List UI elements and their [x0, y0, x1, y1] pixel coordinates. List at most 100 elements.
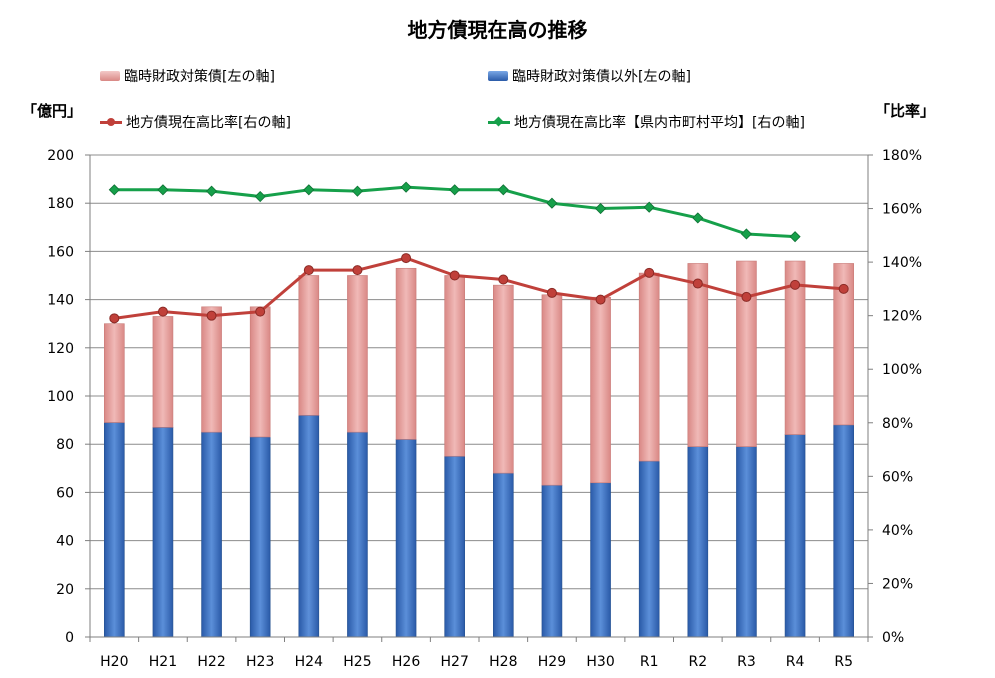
bar-other: [152, 427, 174, 638]
bar-rinzai: [638, 272, 660, 462]
bar-rinzai: [444, 275, 465, 457]
right-tick-label: 60%: [882, 469, 913, 485]
right-tick-label: 20%: [882, 576, 913, 592]
right-tick-label: 40%: [882, 523, 913, 539]
right-tick-label: 160%: [882, 202, 922, 218]
left-tick-label: 80: [56, 437, 74, 453]
x-tick-label: R1: [640, 654, 659, 670]
x-tick-label: R5: [834, 654, 853, 670]
x-tick-label: H25: [343, 654, 371, 670]
average-ratio-point: [497, 184, 509, 196]
legend-swatch-other: [488, 71, 508, 81]
bar-other: [541, 484, 563, 638]
ratio-point: [352, 265, 363, 276]
x-tick-label: H26: [392, 654, 420, 670]
average-ratio-point: [205, 185, 218, 197]
x-tick-label: R4: [786, 654, 805, 670]
bar-other: [347, 431, 368, 638]
bar-rinzai: [298, 275, 320, 416]
average-ratio-point: [643, 201, 655, 213]
bar-rinzai: [249, 306, 271, 438]
bar-rinzai: [736, 260, 757, 447]
bar-rinzai: [687, 263, 709, 447]
ratio-point: [255, 306, 266, 317]
legend-label-other: 臨時財政対策債以外[左の軸]: [512, 69, 691, 85]
average-ratio-point: [692, 212, 704, 224]
left-tick-label: 0: [65, 630, 74, 646]
right-tick-label: 0%: [882, 630, 904, 646]
left-tick-label: 20: [56, 582, 74, 598]
bar-rinzai: [201, 306, 222, 433]
left-tick-label: 100: [47, 389, 74, 405]
legend-line-ratio: [100, 117, 122, 127]
ratio-point: [838, 283, 849, 294]
bar-other: [298, 414, 320, 638]
bar-other: [201, 431, 222, 638]
average-ratio-point: [157, 184, 169, 196]
bar-other: [590, 482, 611, 638]
average-ratio-point: [546, 197, 558, 209]
left-tick-label: 160: [47, 244, 74, 260]
average-ratio-point: [449, 184, 461, 196]
average-ratio-point: [740, 228, 753, 240]
legend-label-rinzai: 臨時財政対策債[左の軸]: [124, 69, 275, 85]
left-tick-label: 120: [47, 341, 74, 357]
bar-other: [249, 436, 271, 638]
bar-other: [736, 446, 757, 638]
ratio-point: [790, 279, 801, 290]
chart-title: 地方債現在高の推移: [407, 18, 588, 42]
ratio-point: [692, 278, 703, 289]
x-tick-label: H28: [489, 654, 517, 670]
ratio-point: [303, 265, 314, 276]
ratio-line: [114, 256, 844, 320]
x-tick-label: H27: [441, 654, 469, 670]
legend-item-ratio: 地方債現在高比率[右の軸]: [100, 112, 291, 132]
ratio-point: [109, 313, 120, 324]
ratio-point: [401, 253, 412, 264]
x-tick-label: R2: [688, 654, 707, 670]
left-axis-unit-label: 「億円」: [22, 102, 83, 120]
bar-rinzai: [347, 275, 368, 433]
bar-other: [493, 472, 514, 638]
x-tick-label: H29: [538, 654, 566, 670]
left-tick-label: 200: [47, 148, 74, 164]
bar-other: [104, 422, 125, 638]
x-tick-label: H22: [197, 654, 225, 670]
x-tick-label: H30: [586, 654, 614, 670]
bar-rinzai: [784, 260, 806, 435]
bar-other: [395, 439, 417, 638]
bar-rinzai: [104, 323, 125, 423]
ratio-point: [644, 267, 655, 278]
average-ratio-point: [108, 184, 120, 196]
right-tick-label: 140%: [882, 255, 922, 271]
legend-item-rinzai: 臨時財政対策債[左の軸]: [100, 66, 275, 86]
bar-rinzai: [395, 267, 417, 440]
bar-other: [638, 460, 660, 638]
ratio-point: [449, 270, 460, 281]
bar-rinzai: [541, 294, 563, 486]
average-ratio-point: [400, 181, 412, 193]
bar-rinzai: [493, 284, 514, 474]
ratio-point: [546, 287, 557, 298]
right-tick-label: 80%: [882, 416, 913, 432]
ratio-point: [595, 294, 606, 305]
legend-label-avg: 地方債現在高比率【県内市町村平均】[右の軸]: [514, 115, 805, 131]
bar-rinzai: [833, 263, 854, 426]
bar-rinzai: [152, 316, 174, 428]
average-ratio-point: [351, 185, 364, 197]
ratio-point: [157, 306, 168, 317]
x-tick-label: H20: [100, 654, 128, 670]
left-tick-label: 40: [56, 534, 74, 550]
bar-other: [444, 455, 465, 638]
ratio-point: [206, 310, 217, 321]
right-tick-label: 180%: [882, 148, 922, 164]
legend-line-avg: [488, 116, 510, 127]
right-tick-label: 100%: [882, 362, 922, 378]
bar-other: [833, 424, 854, 638]
left-tick-label: 140: [47, 293, 74, 309]
x-tick-label: H23: [246, 654, 274, 670]
ratio-point: [741, 291, 752, 302]
average-ratio-point: [254, 190, 266, 203]
left-tick-label: 60: [56, 485, 74, 501]
